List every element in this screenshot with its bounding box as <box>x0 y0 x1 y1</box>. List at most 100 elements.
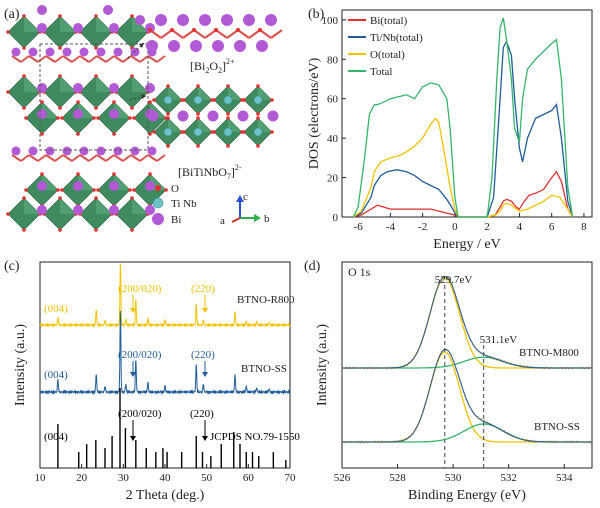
bi-atom <box>73 83 83 93</box>
bi2o2-layer-image <box>146 14 283 52</box>
xrd-miller-index-label: (004) <box>44 431 68 443</box>
bi-atom <box>109 83 119 93</box>
axis-a-label: a <box>220 215 225 227</box>
oxygen-atom <box>22 14 26 18</box>
oxygen-atom <box>40 172 44 176</box>
dos-x-tick-label: 4 <box>517 221 523 233</box>
xps-series-label: BTNO-M800 <box>519 347 579 359</box>
oxygen-atom <box>92 188 96 192</box>
xps-peak-label: 531.1eV <box>480 334 518 346</box>
bi-atom <box>237 110 249 122</box>
bi-atom <box>79 47 89 57</box>
oxygen-atom <box>270 130 274 134</box>
oxygen-atom <box>212 130 216 134</box>
bi-atom <box>145 83 155 93</box>
dos-legend-label: O(total) <box>370 49 405 61</box>
oxygen-atom <box>58 14 62 18</box>
oxygen-atom <box>96 116 100 120</box>
bi-atom <box>28 146 38 156</box>
bi-atom <box>103 5 113 15</box>
xps-x-tick-label: 530 <box>445 472 462 484</box>
oxygen-atom <box>130 74 134 78</box>
panel-a-label: (a) <box>4 7 20 22</box>
ti-nb-atom <box>163 127 173 137</box>
dos-x-tick-label: 6 <box>549 221 555 233</box>
dos-legend-label: Total <box>370 66 392 78</box>
panel-b-label: (b) <box>308 7 325 22</box>
oxygen-atom <box>132 116 136 120</box>
dos-x-tick-label: -6 <box>354 221 364 233</box>
legend-o-label: O <box>171 183 179 195</box>
axis-b-label: b <box>264 213 270 225</box>
xps-peak-label: 529.7eV <box>435 274 473 286</box>
xps-x-axis-label: Binding Energy (eV) <box>408 488 526 503</box>
bi-atom <box>62 146 72 156</box>
oxygen-atom <box>94 14 98 18</box>
xrd-miller-index-label: (220) <box>190 408 214 420</box>
element-legend: O Ti Nb Bi <box>152 183 197 226</box>
ti-nb-atom <box>193 95 203 105</box>
xrd-series-label: BTNO-SS <box>241 363 287 375</box>
oxygen-atom <box>148 132 152 136</box>
oxygen-atom <box>212 98 216 102</box>
oxygen-atom <box>166 84 170 88</box>
oxygen-atom <box>226 144 230 148</box>
oxygen-atom <box>92 116 96 120</box>
oxygen-atom <box>58 46 62 50</box>
oxygen-atom <box>58 106 62 110</box>
bi-atom <box>130 146 140 156</box>
oxygen-atom <box>76 172 80 176</box>
bi-atom <box>73 205 83 215</box>
oxygen-atom <box>24 116 28 120</box>
bi-atom <box>37 181 47 191</box>
oxygen-atom <box>130 14 134 18</box>
xrd-y-axis-label: Intensity (a.u.) <box>13 324 28 406</box>
bi-atom <box>79 146 89 156</box>
legend-bi-label: Bi <box>171 214 181 226</box>
oxygen-atom <box>166 116 170 120</box>
bi-atom <box>37 109 47 119</box>
oxygen-atom <box>94 228 98 232</box>
xrd-x-tick-label: 20 <box>76 472 88 484</box>
xps-plot-frame <box>341 261 593 469</box>
oxygen-atom <box>148 100 152 104</box>
panel-d-label: (d) <box>304 259 321 274</box>
ti-nb-atom <box>223 127 233 137</box>
dos-x-tick-label: 2 <box>484 221 490 233</box>
dos-y-tick-label: 40 <box>327 133 339 145</box>
oxygen-atom <box>166 144 170 148</box>
oxygen-atom <box>56 188 60 192</box>
oxygen-atom <box>76 100 80 104</box>
dos-y-tick-label: 0 <box>333 212 339 224</box>
dos-x-tick-label: -4 <box>386 221 396 233</box>
panel-d-xps-chart: (d) 526 528 530 532 534 BTNO-M800 BTNO-SS 529… <box>304 259 593 503</box>
oxygen-atom <box>22 228 26 232</box>
dos-series-line <box>353 170 574 218</box>
crystal-axes: c b a <box>220 191 270 227</box>
dos-y-tick-label: 60 <box>327 94 339 106</box>
legend-tinb-label: Ti Nb <box>171 198 197 210</box>
bi2o2-layer-label: [Bi2O2]2+ <box>190 57 235 75</box>
dos-y-tick-label: 80 <box>327 54 339 66</box>
oxygen-atom <box>128 116 132 120</box>
oxygen-atom <box>6 90 10 94</box>
oxygen-atom <box>94 46 98 50</box>
bi-atom <box>109 205 119 215</box>
xps-x-tick-label: 526 <box>334 472 351 484</box>
bi-atom <box>221 14 233 26</box>
panel-a-structure: (a) [Bi2O2]2+ [BiTiNbO7]2- O Ti Nb Bi c <box>4 5 283 232</box>
dos-legend-label: Bi(total) <box>370 15 408 27</box>
oxygen-atom <box>94 74 98 78</box>
xps-fit-envelope <box>342 348 592 443</box>
bi-atom <box>147 110 159 122</box>
xrd-miller-index-label: (200/020) <box>118 283 162 295</box>
oxygen-atom <box>6 212 10 216</box>
xrd-series-label: BTNO-R800 <box>237 294 295 306</box>
xps-x-tick-label: 534 <box>556 472 573 484</box>
xrd-x-tick-label: 10 <box>35 472 47 484</box>
xrd-miller-index-label: (004) <box>44 303 68 315</box>
ti-nb-atom <box>223 95 233 105</box>
xrd-x-tick-label: 60 <box>243 472 255 484</box>
xrd-x-tick-label: 40 <box>160 472 172 484</box>
